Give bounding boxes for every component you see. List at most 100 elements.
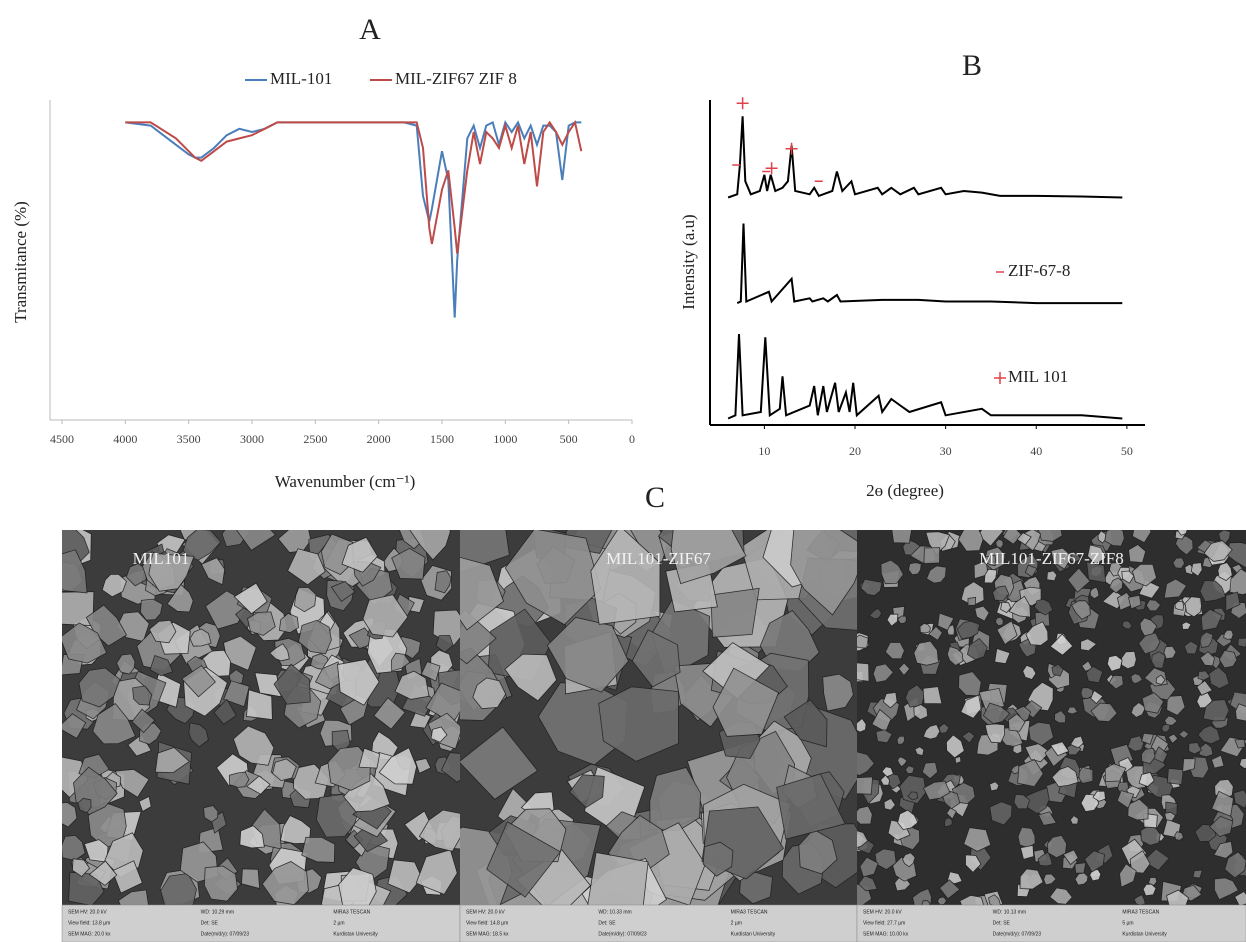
sem-particle xyxy=(1177,530,1188,536)
sem-particle xyxy=(790,530,857,616)
sem-particle xyxy=(954,755,962,764)
sem-particle xyxy=(1200,608,1223,632)
sem-particle xyxy=(783,699,828,748)
series-line xyxy=(125,120,582,318)
sem-particle xyxy=(1202,699,1230,722)
sem-particle xyxy=(1141,748,1156,765)
sem-particle xyxy=(1025,787,1050,815)
sem-particle xyxy=(273,663,311,705)
sem-particle xyxy=(460,726,539,800)
sem-particle xyxy=(1108,577,1124,594)
sem-particle xyxy=(71,858,91,878)
sem-particle xyxy=(117,889,149,905)
sem-particle xyxy=(590,530,661,625)
sem-particle xyxy=(995,616,1004,627)
sem-particle xyxy=(938,722,950,734)
sem-particle xyxy=(78,667,121,708)
sem-particle xyxy=(1163,578,1188,599)
x-tick-label: 40 xyxy=(1030,444,1042,458)
sem-particle xyxy=(1017,826,1036,849)
sem-particle xyxy=(68,871,105,905)
sem-particle xyxy=(1104,530,1125,547)
x-tick-label: 0 xyxy=(629,432,635,446)
sem-particle xyxy=(1028,721,1054,747)
sem-particle xyxy=(904,765,915,775)
chart-title: B xyxy=(962,49,982,82)
x-tick-label: 1500 xyxy=(430,432,454,446)
info-text: View field: 13.8 µm xyxy=(68,920,110,926)
info-text: SEM HV: 20.0 kV xyxy=(68,909,107,915)
sem-particle xyxy=(913,640,939,666)
sem-particle xyxy=(301,836,336,863)
sem-particle xyxy=(739,871,774,905)
sem-particle xyxy=(891,530,913,544)
sem-particle xyxy=(1131,564,1157,587)
sem-particle xyxy=(246,775,271,795)
chart-title: A xyxy=(359,13,381,46)
sem-particle xyxy=(872,663,894,683)
sem-particle xyxy=(897,756,908,768)
sem-particle xyxy=(1047,834,1068,859)
sem-particle xyxy=(166,583,194,613)
sem-particle xyxy=(62,622,108,664)
sem-particle xyxy=(925,565,947,584)
sem-particle xyxy=(1211,790,1234,817)
info-text: View field: 27.7 µm xyxy=(863,920,905,926)
sem-particle xyxy=(994,647,1011,665)
sem-particle xyxy=(1199,580,1227,603)
sem-particle xyxy=(420,661,441,682)
sem-particle xyxy=(1196,680,1213,696)
sem-particle xyxy=(898,662,911,677)
info-text: Det: SE xyxy=(201,920,219,926)
sem-particle xyxy=(1142,848,1170,871)
sem-particle xyxy=(1138,771,1155,788)
sem-particle xyxy=(946,807,957,820)
sem-particle xyxy=(857,805,873,825)
sem-particle xyxy=(857,717,867,733)
sem-particle xyxy=(1067,567,1091,593)
sem-particle xyxy=(880,774,890,786)
info-text: SEM HV: 20.0 kV xyxy=(466,909,505,915)
x-tick-label: 10 xyxy=(758,444,770,458)
sem-particle xyxy=(958,671,982,697)
sem-particle xyxy=(936,896,948,905)
sem-particle xyxy=(1133,894,1146,905)
sem-particle xyxy=(960,581,985,607)
sem-particle xyxy=(1074,862,1087,874)
sem-particle xyxy=(1037,851,1053,867)
sem-particle xyxy=(1174,831,1184,841)
sem-particle xyxy=(712,667,780,737)
sem-particle xyxy=(338,867,377,905)
info-text: SEM MAG: 18.5 kx xyxy=(466,931,509,937)
sem-particle xyxy=(1217,562,1233,581)
info-text: Date(m/d/y): 07/09/23 xyxy=(201,931,250,937)
sem-particle xyxy=(982,702,1011,725)
sem-particle xyxy=(1234,890,1246,905)
info-text: View field: 14.8 µm xyxy=(466,920,508,926)
sem-particle xyxy=(1183,640,1199,655)
sem-particle xyxy=(148,552,195,592)
sem-particle xyxy=(1234,738,1246,749)
sem-particle xyxy=(1089,586,1100,600)
sem-particle xyxy=(1104,763,1127,783)
x-tick-label: 4500 xyxy=(50,432,74,446)
info-text: Kurdistan University xyxy=(731,931,776,937)
sem-particle xyxy=(1239,757,1246,769)
sem-particle xyxy=(944,817,953,828)
x-tick-label: 3000 xyxy=(240,432,264,446)
sem-particle xyxy=(261,861,309,905)
sem-particle xyxy=(1197,725,1221,745)
sem-particle xyxy=(293,587,317,613)
y-axis-label: Intensity (a.u) xyxy=(679,214,698,309)
sem-particle xyxy=(868,607,883,620)
sem-particle xyxy=(1155,674,1166,685)
legend-label: MIL-101 xyxy=(270,69,332,88)
sem-particle xyxy=(886,613,899,627)
info-text: WD: 10.29 mm xyxy=(201,909,234,915)
sem-particle xyxy=(1017,758,1044,788)
sem-particle xyxy=(132,685,153,706)
x-axis-label: 2ɵ (degree) xyxy=(866,481,944,500)
panel-label: C xyxy=(645,481,665,514)
sem-particle xyxy=(1089,869,1102,882)
sem-particle xyxy=(1166,889,1190,905)
